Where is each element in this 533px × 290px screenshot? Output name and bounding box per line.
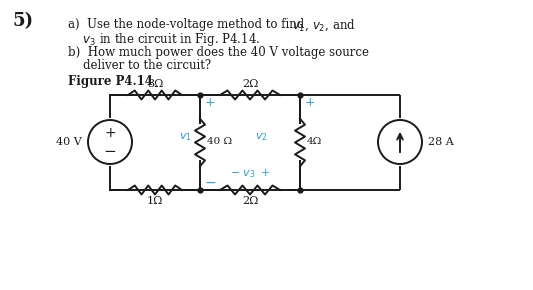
Text: −: −	[205, 176, 216, 190]
Text: $v_2$: $v_2$	[255, 131, 268, 143]
Text: 40 Ω: 40 Ω	[207, 137, 232, 146]
Text: 1Ω: 1Ω	[147, 196, 163, 206]
Text: 28 A: 28 A	[428, 137, 454, 147]
Text: $v_1$: $v_1$	[179, 131, 192, 143]
Text: a)  Use the node-voltage method to find: a) Use the node-voltage method to find	[68, 18, 308, 31]
Text: 3Ω: 3Ω	[147, 79, 163, 89]
Text: b)  How much power does the 40 V voltage source: b) How much power does the 40 V voltage …	[68, 46, 369, 59]
Text: 2Ω: 2Ω	[242, 79, 258, 89]
Text: +: +	[205, 95, 216, 108]
Text: 40 V: 40 V	[56, 137, 82, 147]
Text: 5): 5)	[12, 12, 33, 30]
Text: −: −	[103, 144, 116, 159]
Text: +: +	[104, 126, 116, 140]
Text: +: +	[305, 95, 316, 108]
Text: deliver to the circuit?: deliver to the circuit?	[68, 59, 211, 72]
Text: Figure P4.14: Figure P4.14	[68, 75, 153, 88]
Text: 2Ω: 2Ω	[242, 196, 258, 206]
Text: $-\ v_3\ +$: $-\ v_3\ +$	[230, 167, 270, 180]
Text: $v_1$, $v_2$, and: $v_1$, $v_2$, and	[292, 18, 356, 33]
Text: 4Ω: 4Ω	[307, 137, 322, 146]
Text: $v_3$ in the circuit in Fig. P4.14.: $v_3$ in the circuit in Fig. P4.14.	[68, 31, 260, 48]
